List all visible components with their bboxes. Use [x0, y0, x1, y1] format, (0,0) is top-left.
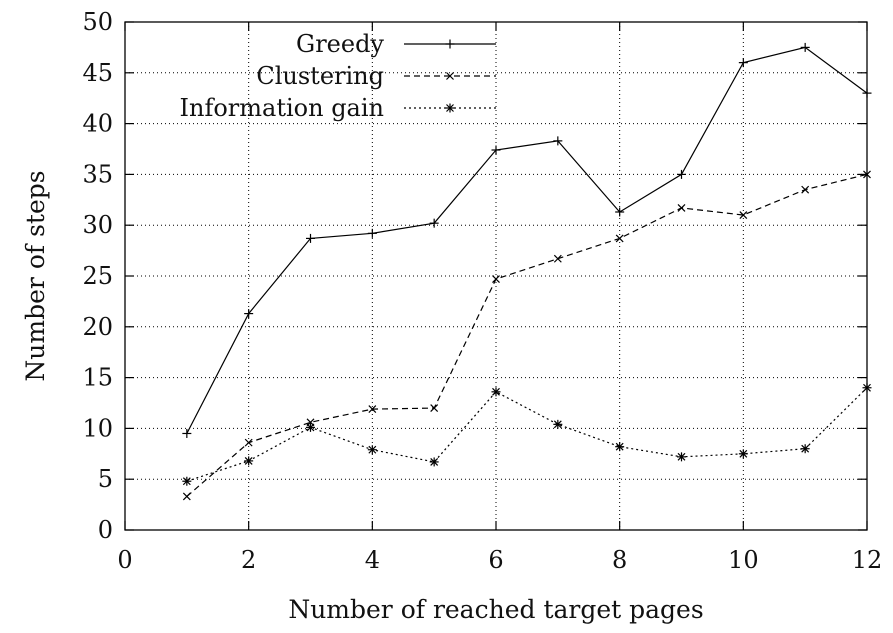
- data-point-greedy: [800, 42, 810, 52]
- data-point-clustering: [615, 234, 624, 243]
- y-axis-title: Number of steps: [21, 170, 50, 381]
- y-tick-label: 25: [82, 262, 113, 290]
- data-point-information-gain: [677, 452, 686, 462]
- data-point-clustering: [739, 211, 748, 219]
- data-point-information-gain: [615, 442, 625, 452]
- data-point-clustering: [244, 438, 253, 447]
- data-point-information-gain: [491, 387, 501, 397]
- data-point-greedy: [491, 145, 501, 155]
- legend: Greedy Clustering Information gain: [180, 30, 496, 122]
- data-point-clustering: [677, 203, 686, 212]
- axis-ticks: 0 5 10 15 20 25 30 35 40 45 50 0 2 4 6 8 10 12: [82, 8, 882, 574]
- series-line-clustering: [186, 173, 868, 497]
- legend-marker: [445, 39, 455, 49]
- marker-stroke: [615, 234, 624, 243]
- marker-stroke: [801, 185, 810, 194]
- x-tick-label: 2: [241, 546, 256, 574]
- data-point-greedy: [306, 233, 315, 243]
- y-tick-label: 15: [82, 364, 113, 392]
- series-clustering: [182, 170, 871, 501]
- marker-stroke: [430, 457, 439, 466]
- marker-stroke: [368, 405, 377, 414]
- data-point-greedy: [677, 169, 686, 179]
- data-point-information-gain: [738, 449, 748, 459]
- x-tick-label: 4: [365, 546, 380, 574]
- data-point-greedy: [553, 136, 563, 146]
- marker-stroke: [430, 404, 439, 413]
- legend-item-information-gain: Information gain: [180, 94, 496, 122]
- series-line-greedy: [186, 46, 868, 434]
- y-tick-label: 10: [82, 414, 113, 442]
- marker-stroke: [677, 452, 686, 461]
- marker-stroke: [446, 104, 454, 112]
- series-layer: [182, 42, 872, 501]
- marker-stroke: [182, 492, 191, 501]
- marker-stroke: [244, 456, 253, 465]
- y-tick-label: 45: [82, 59, 113, 87]
- legend-label: Information gain: [180, 94, 384, 122]
- marker-stroke: [739, 449, 748, 458]
- data-point-greedy: [182, 428, 192, 438]
- marker-stroke: [182, 477, 191, 486]
- plot-frame: [124, 21, 868, 531]
- x-tick-label: 10: [728, 546, 759, 574]
- x-axis-title: Number of reached target pages: [288, 595, 703, 624]
- marker-stroke: [553, 254, 562, 263]
- data-point-information-gain: [429, 457, 439, 467]
- grid: [125, 22, 867, 530]
- legend-item-clustering: Clustering: [256, 62, 496, 90]
- data-point-information-gain: [182, 476, 192, 486]
- data-point-greedy: [738, 58, 748, 68]
- legend-label: Greedy: [296, 30, 384, 58]
- legend-item-greedy: Greedy: [296, 30, 496, 58]
- legend-label: Clustering: [256, 62, 384, 90]
- data-point-information-gain: [553, 419, 563, 429]
- data-point-clustering: [801, 185, 810, 194]
- series-line-information-gain: [186, 387, 868, 482]
- data-point-information-gain: [306, 422, 315, 432]
- y-tick-label: 40: [82, 110, 113, 138]
- data-point-clustering: [368, 405, 377, 414]
- marker-stroke: [677, 203, 686, 212]
- data-point-greedy: [244, 309, 254, 319]
- x-tick-label: 12: [852, 546, 883, 574]
- x-tick-label: 0: [117, 546, 132, 574]
- marker-stroke: [446, 72, 454, 80]
- marker-stroke: [615, 442, 624, 451]
- y-tick-label: 35: [82, 160, 113, 188]
- data-point-clustering: [182, 492, 191, 501]
- marker-stroke: [492, 275, 500, 283]
- data-point-greedy: [367, 228, 377, 238]
- data-point-information-gain: [800, 444, 810, 454]
- marker-stroke: [739, 211, 748, 219]
- data-point-clustering: [553, 254, 562, 263]
- marker-stroke: [492, 387, 500, 396]
- y-tick-label: 20: [82, 313, 113, 341]
- x-tick-label: 8: [612, 546, 627, 574]
- marker-stroke: [553, 420, 562, 429]
- legend-marker: [446, 72, 454, 80]
- y-tick-label: 30: [82, 211, 113, 239]
- legend-marker: [445, 103, 455, 113]
- marker-stroke: [244, 438, 253, 447]
- series-greedy: [182, 42, 872, 438]
- y-tick-label: 5: [98, 465, 113, 493]
- y-tick-label: 50: [82, 8, 113, 36]
- data-point-greedy: [429, 218, 439, 228]
- data-point-greedy: [615, 207, 625, 217]
- marker-stroke: [801, 444, 810, 453]
- series-information-gain: [182, 383, 872, 486]
- marker-stroke: [368, 445, 377, 454]
- data-point-clustering: [430, 404, 439, 413]
- data-point-clustering: [492, 275, 500, 283]
- data-point-information-gain: [244, 456, 254, 466]
- x-tick-label: 6: [488, 546, 503, 574]
- y-tick-label: 0: [98, 516, 113, 544]
- data-point-information-gain: [367, 445, 377, 455]
- marker-stroke: [306, 423, 315, 432]
